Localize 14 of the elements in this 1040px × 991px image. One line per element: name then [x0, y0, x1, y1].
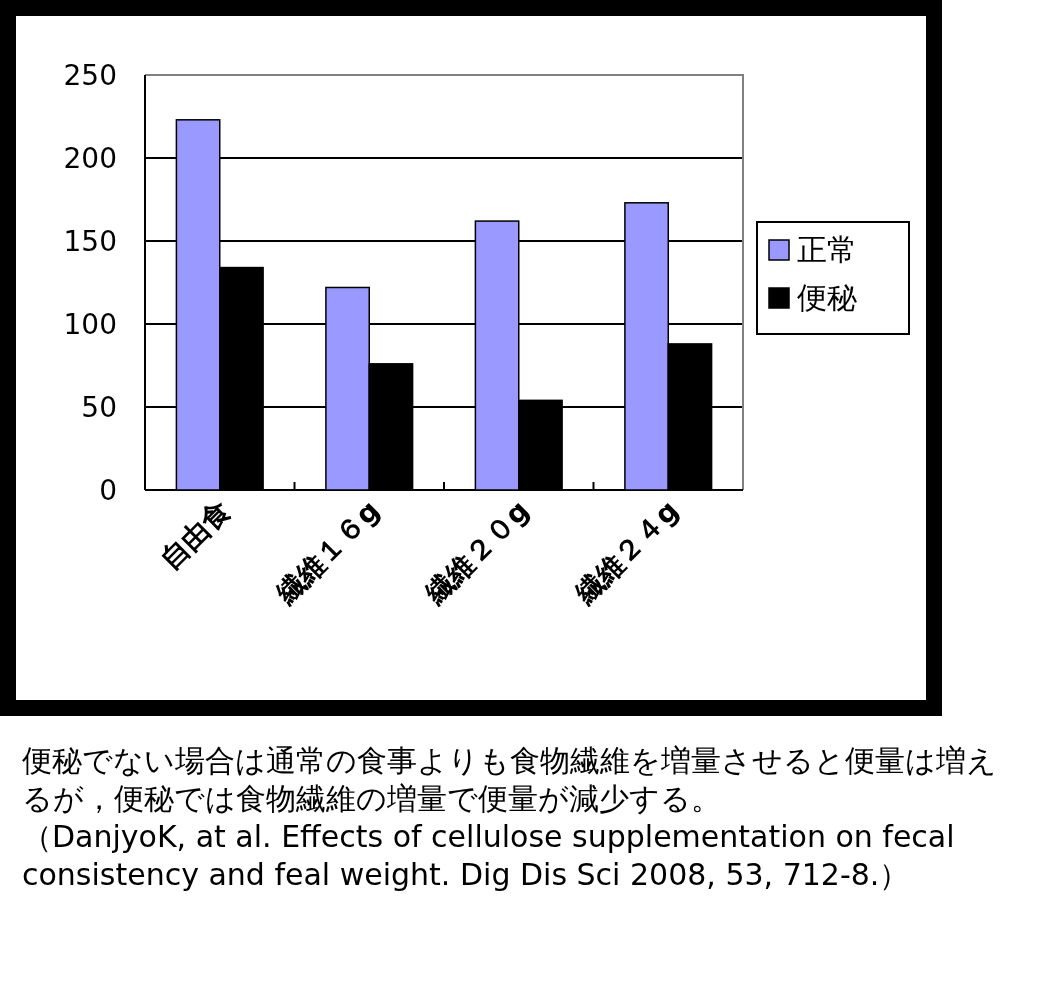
text: 便秘でない場合は通常の食事よりも食物繊維を増量させると便量は増えるが，便秘では食物繊維の増量で便量が減少する。	[22, 742, 998, 818]
legend-label: 便秘	[797, 280, 857, 315]
x-tick-label: 繊維２０g	[418, 493, 536, 612]
text: （DanjyoK, at al. Effects of cellulose supplementation on fecal consistency and feal weight. Dig Dis Sci 2008, 53, 712-8.）	[22, 818, 956, 894]
y-tick-label: 150	[63, 225, 117, 258]
y-tick-label: 250	[63, 59, 117, 92]
y-tick-label: 100	[63, 308, 117, 341]
y-tick-label: 50	[81, 391, 117, 424]
x-tick-label: 繊維２４g	[567, 493, 686, 612]
x-tick-label: 繊維１６g	[268, 493, 387, 612]
x-tick-label: 自由食	[153, 493, 237, 577]
legend-label: 正常	[797, 232, 857, 267]
y-tick-label: 200	[63, 142, 117, 175]
y-tick-label: 0	[99, 474, 117, 507]
